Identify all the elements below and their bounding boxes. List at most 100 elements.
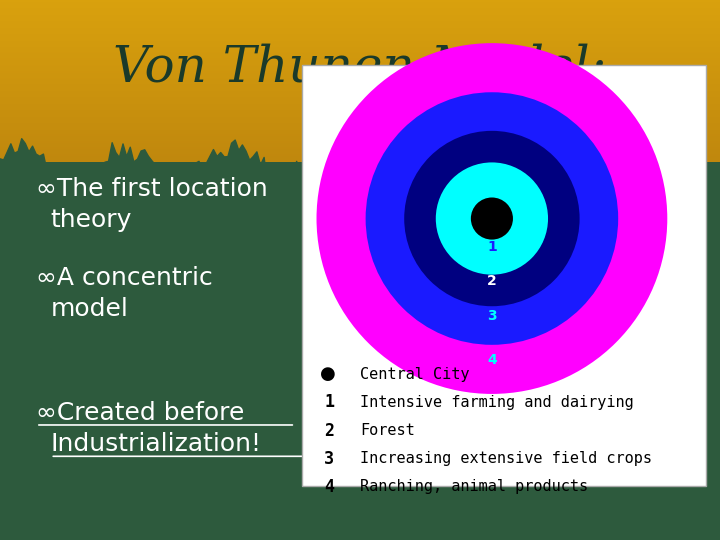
Bar bbox=[0, 87, 720, 89]
Bar bbox=[0, 52, 720, 53]
Bar bbox=[0, 23, 720, 24]
Bar bbox=[0, 156, 720, 157]
Bar bbox=[0, 6, 720, 8]
Bar bbox=[0, 5, 720, 6]
Bar bbox=[0, 13, 720, 15]
Bar bbox=[0, 107, 720, 109]
Bar bbox=[0, 138, 720, 139]
Text: 1: 1 bbox=[487, 240, 497, 254]
Bar bbox=[0, 104, 720, 105]
Ellipse shape bbox=[436, 163, 548, 275]
Ellipse shape bbox=[404, 131, 580, 306]
Text: 3: 3 bbox=[324, 450, 334, 468]
Bar bbox=[0, 24, 720, 26]
Bar bbox=[0, 76, 720, 78]
Bar bbox=[0, 97, 720, 99]
Bar bbox=[0, 125, 720, 126]
Bar bbox=[0, 123, 720, 125]
Bar bbox=[0, 126, 720, 128]
Bar bbox=[0, 147, 720, 149]
Bar bbox=[0, 58, 720, 60]
Bar bbox=[0, 37, 720, 39]
Text: Central City: Central City bbox=[360, 367, 469, 382]
Bar bbox=[0, 11, 720, 13]
Bar bbox=[0, 31, 720, 32]
Bar bbox=[0, 94, 720, 96]
Bar bbox=[0, 63, 720, 65]
Bar bbox=[0, 151, 720, 152]
Text: ●: ● bbox=[320, 366, 336, 383]
Bar bbox=[0, 96, 720, 97]
Bar bbox=[0, 86, 720, 87]
Bar bbox=[0, 131, 720, 133]
Bar bbox=[0, 2, 720, 3]
Bar bbox=[0, 73, 720, 75]
Bar bbox=[0, 40, 720, 42]
Bar bbox=[0, 102, 720, 104]
Bar bbox=[0, 28, 720, 29]
Bar bbox=[0, 29, 720, 31]
Bar bbox=[0, 53, 720, 55]
Bar bbox=[0, 115, 720, 117]
Text: theory: theory bbox=[50, 208, 132, 232]
Text: Ranching, animal products: Ranching, animal products bbox=[360, 479, 588, 494]
Bar bbox=[0, 154, 720, 156]
Bar bbox=[0, 122, 720, 123]
Bar bbox=[0, 34, 720, 36]
Ellipse shape bbox=[366, 92, 618, 345]
Bar bbox=[0, 149, 720, 151]
Bar bbox=[0, 128, 720, 130]
Bar bbox=[0, 100, 720, 102]
Bar bbox=[0, 19, 720, 21]
Bar bbox=[0, 8, 720, 10]
Bar bbox=[0, 57, 720, 58]
Bar bbox=[0, 144, 720, 146]
Bar bbox=[0, 117, 720, 118]
Bar bbox=[0, 50, 720, 52]
Text: 3: 3 bbox=[487, 309, 497, 323]
Text: ∞A concentric: ∞A concentric bbox=[36, 266, 212, 290]
Bar bbox=[302, 65, 706, 486]
Bar bbox=[0, 130, 720, 131]
Bar bbox=[0, 79, 720, 81]
Bar bbox=[0, 42, 720, 44]
Bar bbox=[0, 0, 720, 2]
Text: 1: 1 bbox=[324, 394, 334, 411]
Bar bbox=[0, 118, 720, 120]
Ellipse shape bbox=[471, 198, 513, 240]
Bar bbox=[0, 136, 720, 138]
Bar bbox=[0, 91, 720, 92]
Text: 2: 2 bbox=[324, 422, 334, 440]
Bar bbox=[0, 32, 720, 34]
Bar bbox=[0, 45, 720, 47]
Text: 2: 2 bbox=[487, 274, 497, 288]
Bar bbox=[0, 16, 720, 18]
Ellipse shape bbox=[317, 43, 667, 394]
Bar bbox=[0, 47, 720, 49]
Bar bbox=[0, 133, 720, 134]
Bar bbox=[0, 113, 720, 115]
Bar bbox=[0, 81, 720, 83]
Bar bbox=[0, 152, 720, 154]
Text: ∞Created before: ∞Created before bbox=[36, 401, 244, 425]
Bar bbox=[0, 105, 720, 107]
Bar bbox=[0, 15, 720, 16]
Bar bbox=[0, 68, 720, 70]
Bar bbox=[0, 134, 720, 136]
Bar bbox=[0, 110, 720, 112]
Bar bbox=[0, 55, 720, 57]
Bar bbox=[0, 159, 720, 160]
Bar bbox=[0, 18, 720, 19]
Bar bbox=[0, 49, 720, 50]
Text: Intensive farming and dairying: Intensive farming and dairying bbox=[360, 395, 634, 410]
Bar bbox=[0, 141, 720, 143]
Bar bbox=[0, 26, 720, 28]
Bar bbox=[0, 62, 720, 63]
Bar bbox=[0, 39, 720, 40]
Bar bbox=[0, 112, 720, 113]
Bar bbox=[0, 157, 720, 159]
Bar bbox=[0, 92, 720, 94]
Bar bbox=[0, 146, 720, 147]
Text: model: model bbox=[50, 298, 128, 321]
Text: Forest: Forest bbox=[360, 423, 415, 438]
